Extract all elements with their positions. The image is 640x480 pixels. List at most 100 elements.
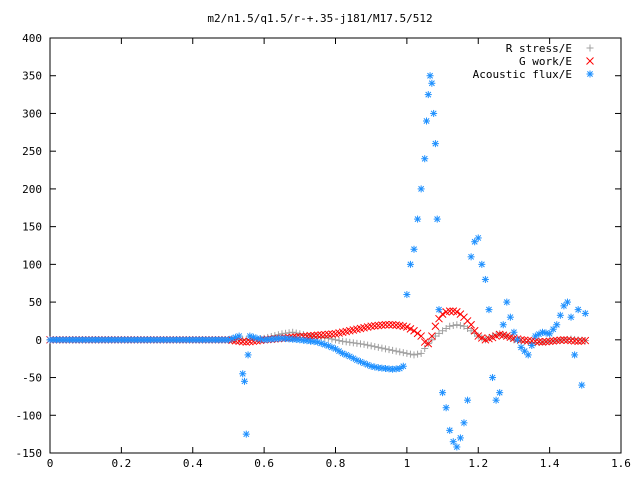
series-marker-fill <box>310 331 318 340</box>
y-tick-label: -150 <box>16 447 43 460</box>
data-point <box>538 328 546 336</box>
series-layer <box>46 72 590 451</box>
data-point <box>360 359 368 367</box>
legend-label: Acoustic flux/E <box>473 68 572 81</box>
data-point <box>571 351 579 359</box>
data-point <box>563 298 571 306</box>
data-point <box>581 309 589 317</box>
data-point <box>545 337 554 346</box>
series-marker-fill <box>328 330 336 338</box>
data-point <box>406 260 414 268</box>
data-point <box>246 332 254 340</box>
chart-title: m2/n1.5/q1.5/r-+.35-j181/M17.5/512 <box>207 12 432 25</box>
series-marker-fill <box>556 311 564 319</box>
data-point <box>381 345 389 353</box>
series-marker-fill <box>353 339 361 347</box>
series-marker-fill <box>421 344 429 352</box>
x-tick-label: 0.2 <box>111 457 131 470</box>
series-marker-fill <box>456 321 464 329</box>
series-marker-fill <box>324 330 333 339</box>
series-marker-fill <box>549 337 558 345</box>
data-point <box>224 336 232 344</box>
data-point <box>278 334 286 342</box>
series-marker-fill <box>292 329 300 337</box>
series-marker-fill <box>442 325 450 332</box>
series-marker-fill <box>392 347 400 355</box>
data-point <box>339 349 347 357</box>
series-marker-fill <box>371 343 379 351</box>
series-marker-fill <box>449 321 457 329</box>
legend-marker <box>586 57 594 65</box>
data-point <box>431 332 439 340</box>
series-marker-fill <box>464 325 472 332</box>
data-point <box>239 370 247 378</box>
data-point <box>367 342 375 350</box>
data-point <box>396 348 404 356</box>
data-point <box>339 337 347 345</box>
data-point <box>449 438 457 446</box>
series-marker-fill <box>477 334 486 342</box>
y-tick-label: 0 <box>35 334 42 347</box>
data-point <box>360 340 368 348</box>
x-tick-label: 0.8 <box>326 457 346 470</box>
plot-frame <box>49 37 622 454</box>
data-point <box>338 328 347 337</box>
data-point <box>410 326 418 335</box>
data-point <box>244 351 252 359</box>
y-tick-label: -50 <box>22 372 42 385</box>
data-point <box>474 332 483 340</box>
data-point <box>235 332 243 340</box>
data-point <box>296 336 304 344</box>
data-point <box>428 79 436 87</box>
data-point <box>489 332 497 340</box>
data-point <box>574 306 582 314</box>
series-marker-fill <box>492 331 500 339</box>
x-tick-label: 0 <box>47 457 54 470</box>
x-tick-label: 1.6 <box>611 457 631 470</box>
series-marker-fill <box>320 330 329 339</box>
data-point <box>456 434 464 442</box>
data-point <box>346 352 354 360</box>
data-point <box>567 313 575 321</box>
data-point <box>242 338 251 346</box>
series-marker-fill <box>514 336 522 344</box>
data-point <box>189 336 197 344</box>
data-point <box>435 314 443 323</box>
data-point <box>517 343 525 351</box>
series-marker-fill <box>378 344 386 352</box>
series-2 <box>46 72 589 451</box>
series-marker-fill <box>506 313 514 321</box>
data-point <box>581 336 590 345</box>
data-point <box>474 234 482 242</box>
data-point <box>389 346 397 354</box>
data-point <box>403 323 411 331</box>
series-marker-fill <box>378 321 386 329</box>
data-point <box>546 330 554 338</box>
data-point <box>374 321 383 330</box>
x-tick-label: 0.6 <box>254 457 274 470</box>
data-point <box>495 330 504 339</box>
data-point <box>446 426 454 434</box>
data-point <box>481 275 489 283</box>
data-point <box>332 345 339 353</box>
data-point <box>424 339 433 348</box>
series-marker-fill <box>428 336 436 344</box>
series-marker-fill <box>385 346 393 354</box>
data-point <box>423 117 431 125</box>
data-point <box>453 443 461 451</box>
data-point <box>460 419 468 427</box>
data-point <box>578 381 586 389</box>
y-tick-label: 200 <box>22 183 42 196</box>
series-marker-fill <box>549 325 557 333</box>
data-point <box>374 343 382 351</box>
data-point <box>417 332 426 340</box>
data-point <box>467 327 475 335</box>
data-point <box>489 374 497 382</box>
series-marker-fill <box>414 350 422 358</box>
data-point <box>353 356 361 364</box>
y-tick-label: 150 <box>22 221 42 234</box>
series-marker-fill <box>563 336 572 345</box>
data-point <box>410 245 418 253</box>
data-point <box>424 91 432 99</box>
